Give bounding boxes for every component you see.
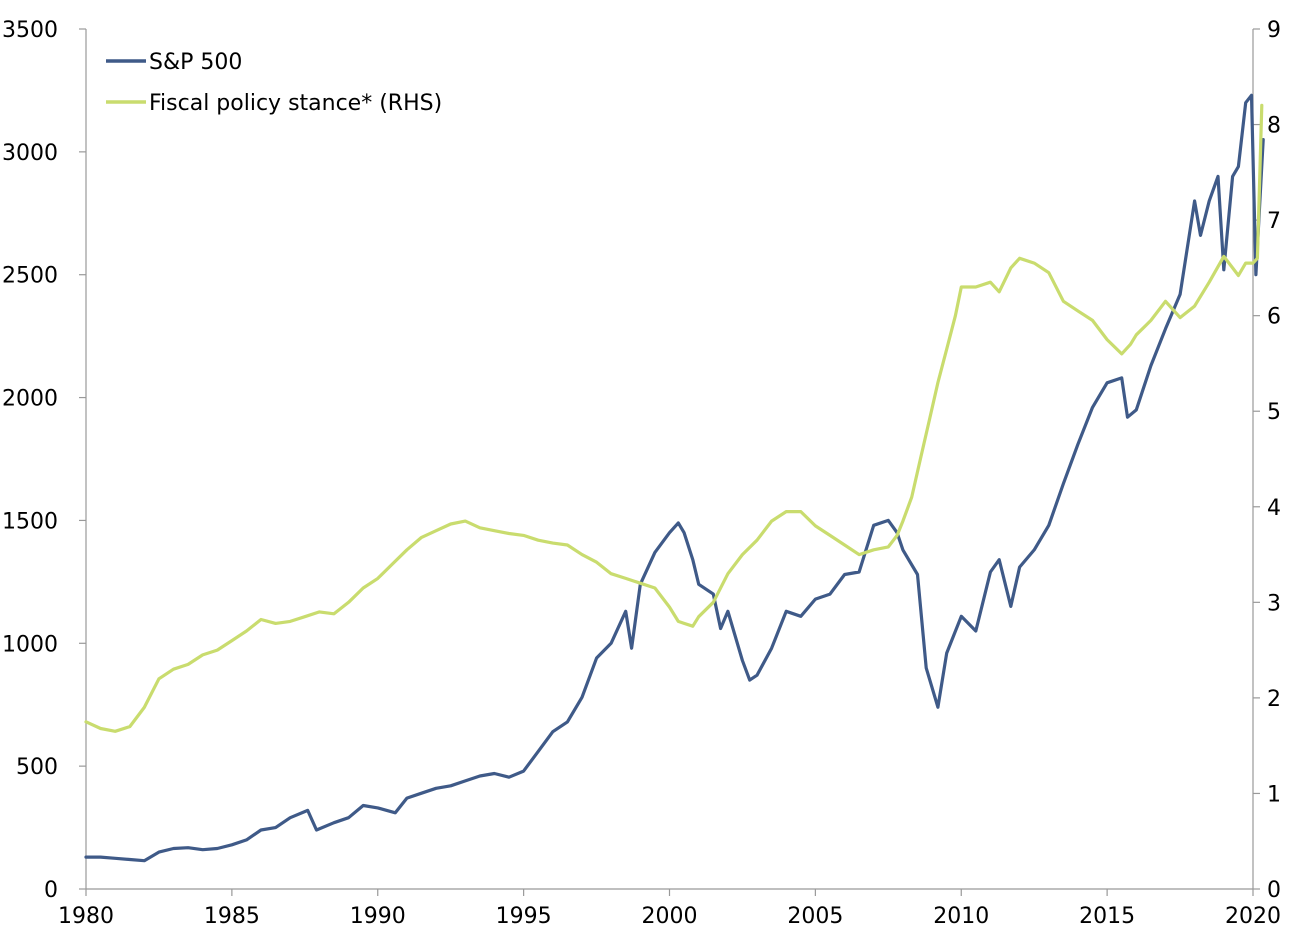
x-tick-label: 1980 (58, 904, 114, 929)
right-y-tick-label: 9 (1267, 18, 1281, 43)
tick-labels-group: 1980 1985 1990 1995 2000 2005 2010 2015 20200500… (2, 18, 1281, 929)
left-y-tick-label: 2000 (2, 387, 58, 412)
left-y-tick-label: 1500 (2, 509, 58, 534)
left-y-tick-label: 3000 (2, 141, 58, 166)
axes-group (79, 28, 1260, 896)
x-tick-label: 1995 (496, 904, 552, 929)
right-y-tick-label: 8 (1267, 114, 1281, 139)
right-y-tick-label: 2 (1267, 687, 1281, 712)
right-y-tick-label: 3 (1267, 591, 1281, 616)
x-tick-label: 2020 (1225, 904, 1281, 929)
x-tick-label: 2005 (787, 904, 843, 929)
right-y-tick-label: 7 (1267, 209, 1281, 234)
right-y-tick-label: 1 (1267, 782, 1281, 807)
right-y-tick-label: 0 (1267, 878, 1281, 903)
legend-label-fiscal-policy-stance: Fiscal policy stance* (RHS) (149, 91, 442, 116)
right-y-tick-label: 5 (1267, 400, 1281, 425)
x-tick-label: 2015 (1079, 904, 1135, 929)
series-lines-group (84, 93, 1265, 863)
legend: S&P 500 Fiscal policy stance* (RHS) (106, 50, 442, 116)
left-y-tick-label: 3500 (2, 18, 58, 43)
right-y-tick-label: 6 (1267, 305, 1281, 330)
series-line-fiscal-policy-stance (84, 103, 1264, 733)
right-y-tick-label: 4 (1267, 496, 1281, 521)
x-tick-label: 2010 (933, 904, 989, 929)
series-line-sp500 (84, 93, 1265, 863)
left-y-tick-label: 500 (16, 755, 58, 780)
left-y-tick-label: 0 (44, 878, 58, 903)
x-tick-label: 1985 (204, 904, 260, 929)
x-tick-label: 2000 (642, 904, 698, 929)
left-y-tick-label: 2500 (2, 264, 58, 289)
legend-label-sp500: S&P 500 (149, 50, 242, 75)
left-y-tick-label: 1000 (2, 632, 58, 657)
x-tick-label: 1990 (350, 904, 406, 929)
